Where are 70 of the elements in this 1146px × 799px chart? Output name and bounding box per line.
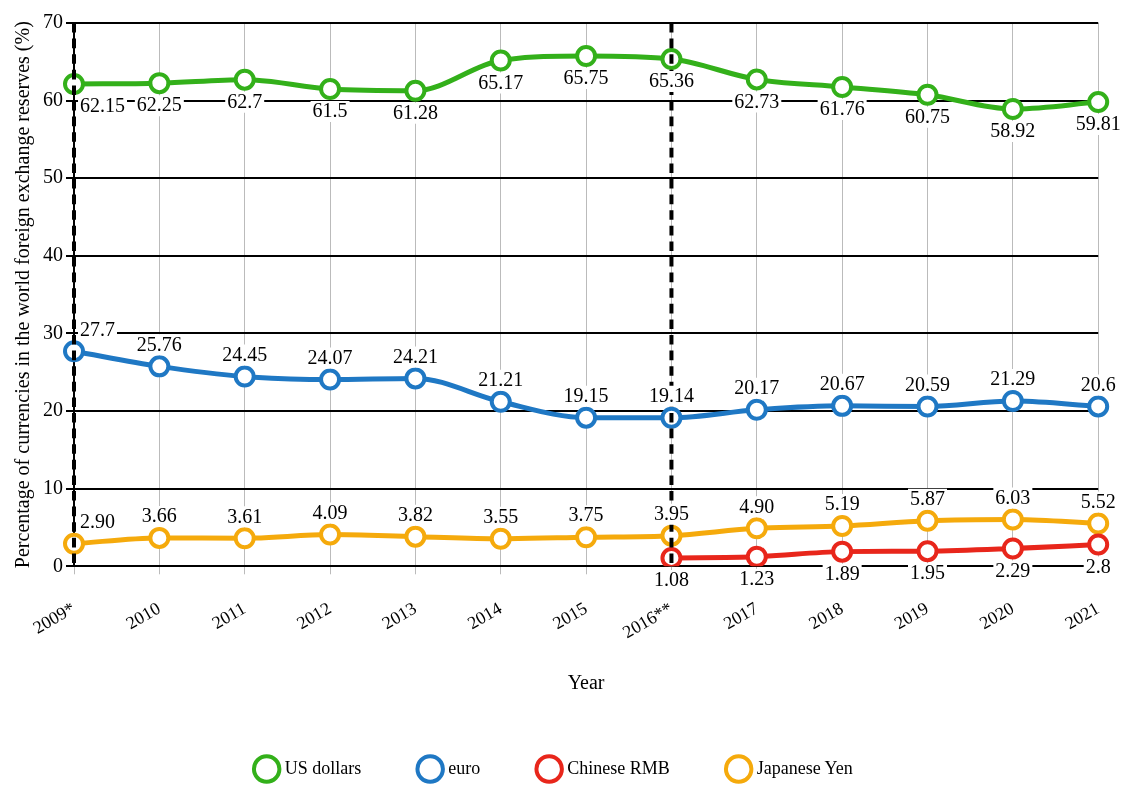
data-label: 2.29 [995, 558, 1031, 581]
data-label: 25.76 [136, 332, 182, 355]
data-label: 65.36 [648, 69, 694, 92]
data-label: 21.21 [478, 367, 524, 390]
data-label: 2.90 [80, 510, 115, 533]
data-label: 3.75 [568, 503, 604, 526]
data-label: 19.14 [648, 383, 694, 406]
x-tick-label: 2021 [1061, 597, 1103, 634]
data-label: 5.87 [910, 486, 945, 509]
data-label: 2.8 [1085, 554, 1111, 577]
data-label: 1.23 [739, 567, 775, 589]
x-tick-label: 2010 [122, 597, 164, 634]
x-tick-label: 2014 [463, 597, 506, 634]
y-tick-label: 70 [43, 10, 63, 33]
x-tick-label: 2020 [976, 597, 1018, 634]
y-tick-label: 0 [53, 553, 63, 576]
data-label: 59.81 [1075, 112, 1121, 135]
data-label: 3.82 [397, 502, 433, 525]
data-label: 62.15 [80, 94, 125, 117]
data-label: 1.89 [824, 561, 860, 584]
y-tick-label: 10 [43, 475, 63, 498]
data-label: 3.66 [141, 504, 177, 527]
data-label: 60.75 [905, 105, 950, 128]
data-label: 3.95 [653, 501, 689, 524]
data-label: 1.95 [910, 561, 945, 584]
x-tick-label: 2019 [890, 597, 932, 634]
x-tick-label: 2013 [378, 597, 420, 634]
data-label: 61.28 [392, 100, 438, 123]
data-label: 5.19 [824, 492, 860, 515]
x-axis-title: Year [567, 671, 605, 694]
data-label: 20.59 [905, 372, 950, 395]
y-tick-label: 40 [43, 243, 63, 266]
data-label: 65.17 [478, 70, 524, 93]
data-label: 61.5 [312, 99, 348, 122]
x-tick-label: 2017 [720, 597, 762, 634]
y-axis-title: Percentage of currencies in the world foreign exchange reserves (%) [11, 21, 35, 569]
y-tick-label: 30 [43, 320, 63, 343]
x-tick-label: 2012 [293, 597, 335, 634]
data-label: 65.75 [563, 66, 609, 89]
legend-label: euro [448, 757, 481, 778]
data-label: 20.67 [819, 372, 865, 395]
data-label: 21.29 [990, 367, 1036, 390]
legend-label: Japanese Yen [756, 757, 853, 778]
x-tick-label: 2018 [805, 597, 847, 634]
data-label: 24.21 [392, 344, 438, 367]
data-label: 5.52 [1080, 489, 1116, 512]
data-label: 3.55 [483, 504, 519, 527]
data-label: 24.45 [222, 342, 268, 365]
data-label: 62.73 [734, 89, 780, 112]
legend-label: US dollars [284, 757, 362, 778]
data-label: 1.08 [653, 568, 689, 591]
data-label: 61.76 [819, 97, 865, 120]
data-label: 20.17 [734, 376, 780, 398]
data-label: 62.7 [227, 89, 263, 112]
data-label: 62.25 [136, 93, 182, 116]
data-label: 19.15 [563, 383, 609, 406]
y-tick-label: 50 [43, 165, 63, 188]
y-tick-label: 60 [43, 87, 63, 110]
data-label: 3.61 [227, 504, 263, 527]
data-label: 6.03 [995, 485, 1031, 508]
data-label: 27.7 [80, 317, 115, 340]
data-label: 4.90 [739, 494, 775, 517]
data-label: 20.6 [1080, 372, 1116, 395]
x-tick-label: 2011 [208, 597, 250, 633]
x-tick-label: 2015 [549, 597, 591, 634]
legend-label: Chinese RMB [567, 757, 670, 778]
data-label: 24.07 [307, 345, 353, 368]
data-label: 4.09 [312, 500, 348, 523]
y-tick-label: 20 [43, 398, 63, 421]
data-label: 58.92 [990, 119, 1036, 142]
